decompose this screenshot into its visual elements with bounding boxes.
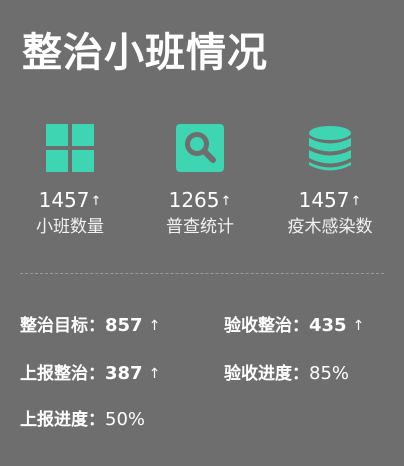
metric-value: 435	[309, 315, 347, 336]
stat-label: 小班数量	[36, 217, 104, 237]
stat-label: 疫木感染数	[287, 217, 373, 237]
up-arrow-icon: ↑	[352, 318, 365, 334]
stat-infection-count[interactable]: 1457↑ 疫木感染数	[265, 124, 395, 239]
database-icon	[309, 126, 351, 171]
metric-label: 验收整治：	[224, 316, 309, 336]
up-arrow-icon: ↑	[90, 194, 102, 209]
up-arrow-icon: ↑	[220, 194, 232, 209]
metric-label: 上报整治：	[20, 364, 105, 384]
metric-report-progress: 上报进度：50%	[20, 408, 145, 432]
stat-plot-count[interactable]: 1457↑ 小班数量	[5, 124, 135, 239]
stat-value: 1457	[38, 188, 90, 212]
metric-value: 85%	[309, 363, 350, 384]
metric-accept-progress: 验收进度：85%	[224, 362, 349, 386]
metric-label: 整治目标：	[20, 316, 105, 336]
stat-value: 1265	[168, 188, 220, 212]
grid-icon	[46, 124, 94, 172]
stat-survey-count[interactable]: 1265↑ 普查统计	[135, 124, 265, 239]
stat-label: 普查统计	[166, 217, 234, 237]
metric-reported: 上报整治：387 ↑	[20, 362, 160, 386]
up-arrow-icon: ↑	[148, 318, 161, 334]
metric-value: 50%	[105, 409, 146, 430]
metric-label: 上报进度：	[20, 410, 105, 430]
section-divider	[20, 273, 384, 274]
page-title: 整治小班情况	[22, 30, 268, 76]
up-arrow-icon: ↑	[350, 194, 362, 209]
metric-label: 验收进度：	[224, 364, 309, 384]
stat-value: 1457	[298, 188, 350, 212]
metric-value: 857	[105, 315, 143, 336]
stats-row: 1457↑ 小班数量 1265↑ 普查统计 1457↑ 疫木感染数	[0, 124, 404, 244]
up-arrow-icon: ↑	[148, 366, 161, 382]
metric-value: 387	[105, 363, 143, 384]
metric-target: 整治目标：857 ↑	[20, 314, 160, 338]
search-icon	[176, 124, 224, 172]
metric-accepted: 验收整治：435 ↑	[224, 314, 364, 338]
